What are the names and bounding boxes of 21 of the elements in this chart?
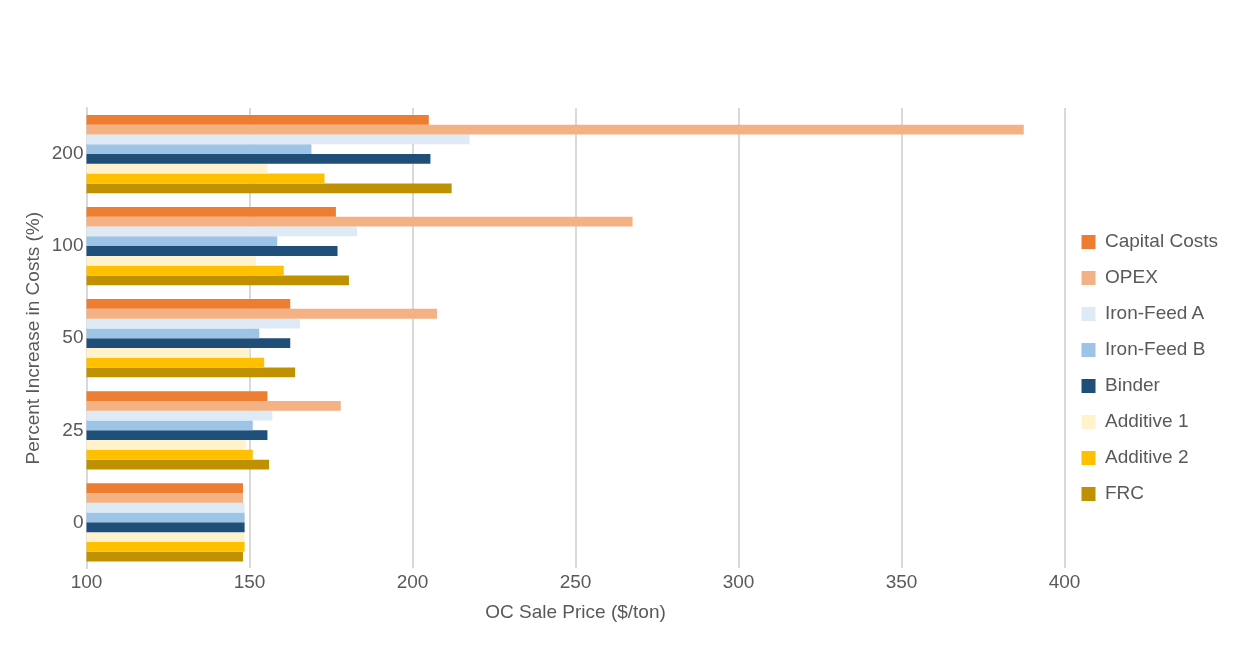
legend-label: FRC [1105,482,1145,504]
legend-label: Iron-Feed B [1105,338,1206,360]
y-tick-label: 200 [51,142,84,164]
x-tick-label: 250 [559,571,592,593]
legend-label: Capital Costs [1105,230,1219,252]
y-tick-label: 0 [72,510,84,532]
legend-label: OPEX [1105,266,1159,288]
legend-label: Binder [1105,374,1161,396]
x-axis-title: OC Sale Price ($/ton) [485,600,666,622]
x-tick-label: 300 [722,571,755,593]
legend-label: Additive 2 [1105,446,1189,468]
y-tick-label: 100 [51,234,84,256]
y-tick-label: 50 [62,326,84,348]
x-tick-label: 150 [233,571,266,593]
legend-label: Iron-Feed A [1105,302,1205,324]
x-tick-label: 200 [396,571,429,593]
y-axis-title: Percent Increase in Costs (%) [21,212,43,465]
y-tick-label: 25 [62,418,84,440]
x-tick-label: 350 [885,571,918,593]
legend-label: Additive 1 [1105,410,1189,432]
x-tick-label: 400 [1048,571,1081,593]
